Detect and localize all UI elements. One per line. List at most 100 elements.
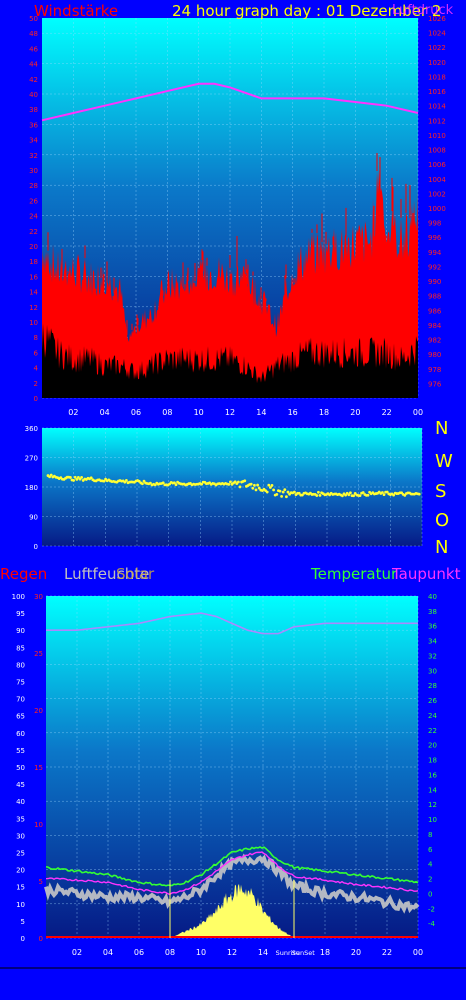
- direction-point: [278, 489, 282, 493]
- direction-point: [75, 477, 79, 481]
- wind-x-tick-label: 06: [131, 408, 141, 417]
- wind-left-ticks: 0246810121416182022242628303234363840424…: [29, 15, 38, 403]
- wind-tick-label: 16: [29, 273, 38, 281]
- wind-x-tick-label: 18: [319, 408, 329, 417]
- temperature-x-tick-label: 08: [165, 948, 175, 957]
- rain-tick-label: 15: [34, 764, 43, 772]
- legend-dewpoint: Taupunkt: [391, 565, 461, 583]
- direction-point: [233, 480, 237, 484]
- direction-point: [77, 475, 80, 479]
- legend-solar: Solar: [116, 565, 155, 583]
- humidity-tick-label: 20: [16, 867, 25, 875]
- temperature-x-tick-label: SunSet: [292, 949, 315, 957]
- direction-point: [361, 491, 365, 494]
- wind-tick-label: 8: [34, 334, 38, 342]
- direction-point: [78, 477, 82, 481]
- pressure-tick-label: 1008: [428, 147, 446, 155]
- wind-gust-spikes: [47, 153, 414, 336]
- temperature-right-ticks: -4-2024681012141618202224262830323436384…: [428, 593, 437, 928]
- wind-tick-label: 46: [29, 45, 38, 53]
- solar-area: [170, 883, 294, 938]
- direction-point: [392, 493, 395, 497]
- wind-tick-label: 2: [34, 380, 38, 388]
- direction-point: [48, 475, 51, 479]
- direction-point: [272, 488, 275, 492]
- wind-x-tick-label: 12: [225, 408, 235, 417]
- direction-point: [286, 490, 290, 494]
- humidity-left-ticks: 0 5 10 15 20 25 30 35 40 45 50 55 60 65 70 75 80 85 90 95 10…: [12, 593, 25, 943]
- pressure-tick-label: 1004: [428, 176, 446, 184]
- temperature-tick-label: 34: [428, 638, 437, 646]
- direction-point: [200, 482, 204, 486]
- pressure-tick-label: 1002: [428, 190, 446, 198]
- direction-point: [69, 476, 72, 479]
- direction-point: [270, 484, 274, 487]
- wind-tick-label: 38: [29, 106, 38, 114]
- wind-tick-label: 48: [29, 30, 38, 38]
- pressure-tick-label: 1016: [428, 88, 446, 96]
- rain-tick-label: 10: [34, 821, 43, 829]
- pressure-tick-label: 982: [428, 337, 441, 345]
- humidity-tick-label: 40: [16, 798, 25, 806]
- temperature-tick-label: 20: [428, 742, 437, 750]
- pressure-tick-label: 1000: [428, 205, 446, 213]
- wind-tick-label: 36: [29, 121, 38, 129]
- temperature-tick-label: 14: [428, 786, 437, 794]
- pressure-tick-label: 978: [428, 366, 441, 374]
- legend-rain: Regen: [0, 565, 47, 583]
- direction-point: [317, 490, 320, 494]
- wind-tick-label: 50: [29, 15, 38, 23]
- direction-point: [73, 475, 77, 479]
- temperature-x-tick-label: 12: [227, 948, 237, 957]
- temperature-tick-label: 22: [428, 727, 437, 735]
- temperature-tick-label: 2: [428, 876, 432, 884]
- direction-point: [149, 481, 152, 485]
- direction-point: [267, 483, 271, 487]
- chart-title: 24 hour graph day : 01 Dezember 2: [172, 2, 441, 20]
- humidity-tick-label: 70: [16, 696, 25, 704]
- legend-humidity: Luftfeuchte: [64, 565, 149, 583]
- humidity-tick-label: 10: [16, 901, 25, 909]
- wind-tick-label: 22: [29, 228, 38, 236]
- temperature-tick-label: 12: [428, 801, 437, 809]
- rain-inner-ticks: 0 5 10 15 20 25 30: [34, 593, 43, 943]
- temperature-x-tick-label: 10: [196, 948, 206, 957]
- wind-x-tick-label: 20: [350, 408, 360, 417]
- direction-point: [265, 490, 269, 494]
- direction-point: [251, 486, 255, 490]
- direction-point: [293, 490, 296, 494]
- dewpoint-line: [45, 851, 419, 896]
- pressure-tick-label: 1014: [428, 103, 446, 111]
- humidity-tick-label: 65: [16, 713, 25, 721]
- wind-x-tick-label: 04: [100, 408, 110, 417]
- temperature-tick-label: 40: [428, 593, 437, 601]
- wind-tick-label: 0: [34, 395, 38, 403]
- temperature-tick-label: 26: [428, 697, 437, 705]
- humidity-line: [46, 612, 418, 635]
- humidity-tick-label: 5: [21, 918, 25, 926]
- pressure-tick-label: 1022: [428, 44, 446, 52]
- pressure-tick-label: 990: [428, 278, 441, 286]
- wind-tick-label: 44: [29, 61, 38, 69]
- humidity-tick-label: 90: [16, 627, 25, 635]
- wind-tick-label: 24: [29, 213, 38, 221]
- rain-tick-label: 25: [34, 650, 43, 658]
- direction-point: [352, 494, 355, 498]
- humidity-tick-label: 75: [16, 679, 25, 687]
- temperature-tick-label: 30: [428, 667, 437, 675]
- temperature-x-tick-label: 02: [72, 948, 82, 957]
- pressure-tick-label: 976: [428, 380, 442, 388]
- temperature-tick-label: -4: [428, 920, 436, 928]
- direction-point: [229, 480, 232, 484]
- direction-point: [102, 479, 106, 483]
- direction-point: [315, 494, 319, 497]
- wind-tick-label: 10: [29, 319, 38, 327]
- direction-point: [257, 486, 261, 490]
- direction-point: [142, 479, 146, 483]
- direction-point: [237, 480, 240, 484]
- direction-point: [403, 493, 407, 497]
- direction-point: [275, 492, 279, 496]
- temperature-x-tick-label: 18: [320, 948, 330, 957]
- direction-point: [253, 483, 256, 487]
- pressure-tick-label: 1010: [428, 132, 446, 140]
